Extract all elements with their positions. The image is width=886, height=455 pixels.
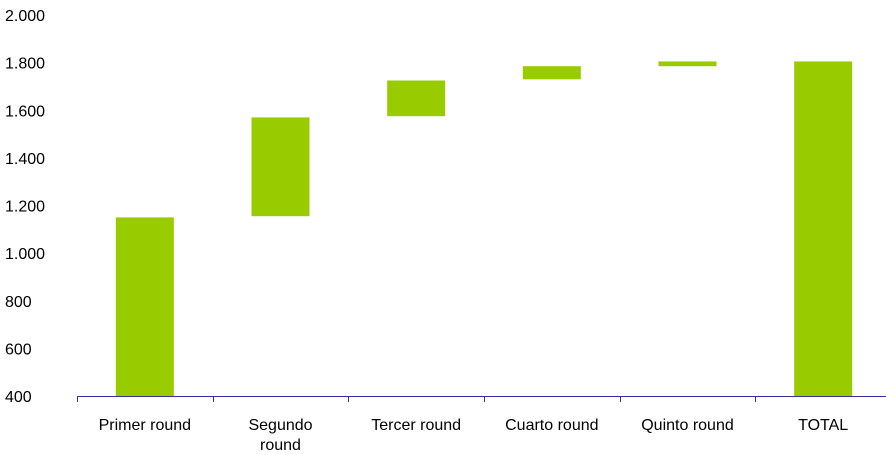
x-category-label: Tercer round	[371, 417, 461, 434]
y-tick-label: 1.200	[5, 199, 45, 216]
x-category-label-line: Primer round	[99, 417, 191, 434]
y-tick-label: 1.400	[5, 151, 45, 168]
y-tick-label: 800	[5, 294, 32, 311]
y-tick-label: 600	[5, 341, 32, 358]
x-category-label-line: Cuarto round	[505, 417, 598, 434]
bars	[115, 61, 853, 396]
bar	[794, 61, 853, 396]
bar	[522, 66, 581, 80]
y-tick-label: 2.000	[5, 8, 45, 25]
x-category-label-line: Tercer round	[371, 417, 461, 434]
x-category-label: Quinto round	[641, 417, 734, 434]
x-axis-labels: Primer round Segundo round Tercer round Cuar…	[99, 417, 849, 454]
y-axis-ticks: 400 600 800 1.000 1.200 1.400 1.600 1.800 2.000	[5, 8, 45, 406]
y-tick-label: 1.600	[5, 103, 45, 120]
bar	[387, 80, 446, 117]
x-category-label: Cuarto round	[505, 417, 598, 434]
x-category-label: TOTAL	[798, 417, 848, 434]
x-category-label-line: round	[260, 437, 301, 454]
bar	[115, 217, 174, 396]
bar	[658, 61, 717, 67]
x-category-label-line: TOTAL	[798, 417, 848, 434]
x-category-label: Primer round	[99, 417, 191, 434]
y-tick-label: 400	[5, 389, 32, 406]
x-category-label-line: Quinto round	[641, 417, 734, 434]
x-category-label: Segundo round	[248, 417, 312, 454]
bar	[251, 117, 310, 217]
x-axis	[77, 396, 886, 402]
y-tick-label: 1.800	[5, 56, 45, 73]
y-tick-label: 1.000	[5, 246, 45, 263]
x-category-label-line: Segundo	[248, 417, 312, 434]
